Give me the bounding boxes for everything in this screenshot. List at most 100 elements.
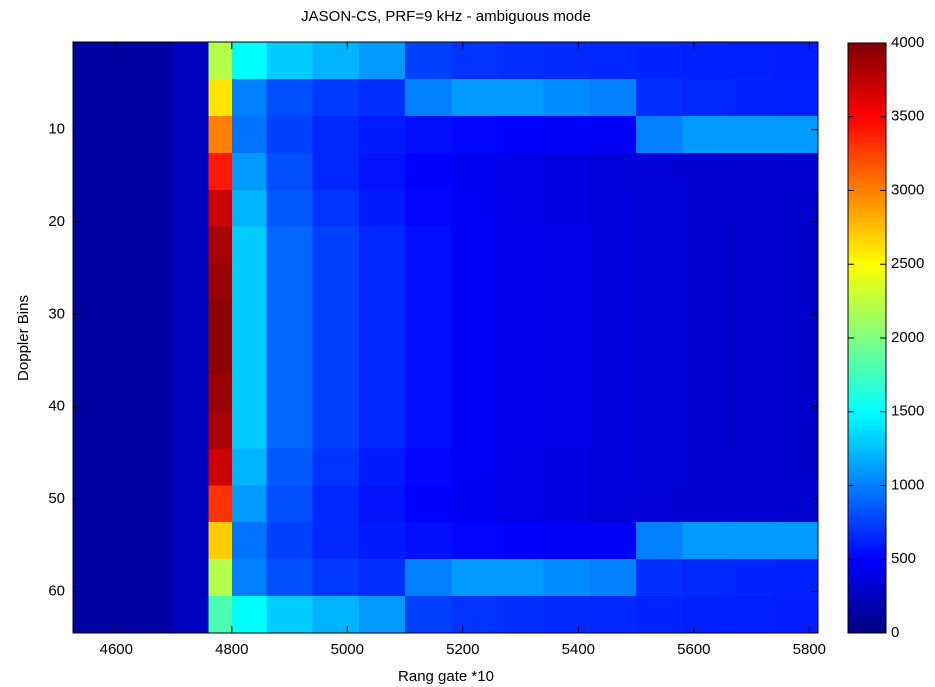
heat-cell (636, 115, 683, 154)
heat-cell (728, 337, 776, 375)
heat-cell (636, 522, 683, 560)
heat-cell (358, 263, 406, 302)
heat-cell (589, 522, 637, 560)
x-axis-label: Rang gate *10 (398, 668, 494, 685)
heat-cell (231, 337, 267, 375)
heat-cell (231, 522, 267, 560)
heat-cell (774, 263, 819, 302)
heat-cell (266, 522, 314, 560)
heat-cell (405, 78, 452, 117)
heat-cell (266, 596, 314, 634)
heat-cell (266, 226, 314, 265)
heat-cell (682, 559, 729, 597)
colorbar-tick-label: 4000 (891, 34, 924, 51)
heat-cell (73, 337, 175, 375)
heat-cell (497, 485, 545, 523)
heat-cell (728, 226, 776, 265)
heat-cell (312, 115, 360, 154)
y-axis-label: Doppler Bins (15, 295, 32, 381)
heat-cell (208, 152, 233, 191)
heat-cell (497, 78, 545, 117)
heat-cell (451, 263, 498, 302)
y-tick-label: 40 (48, 398, 65, 415)
heat-cell (682, 522, 729, 560)
heat-cell (266, 115, 314, 154)
heat-cell (682, 596, 729, 634)
heat-cell (266, 559, 314, 597)
heat-cell (405, 559, 452, 597)
heat-cell (451, 485, 498, 523)
heat-cell (174, 152, 210, 191)
heat-cell (497, 189, 545, 228)
heat-cell (312, 374, 360, 412)
heat-cell (266, 300, 314, 338)
heat-cell (73, 596, 175, 634)
heat-cell (174, 78, 210, 117)
heat-cell (73, 374, 175, 412)
heat-cell (728, 522, 776, 560)
heat-cell (312, 189, 360, 228)
colorbar-tick-label: 500 (891, 550, 916, 567)
heat-cell (231, 152, 267, 191)
heat-cell (728, 300, 776, 338)
heat-cell (774, 42, 819, 80)
colorbar-tick-label: 3000 (891, 181, 924, 198)
heat-cell (682, 78, 729, 117)
heat-cell (266, 78, 314, 117)
heat-cell (497, 522, 545, 560)
heat-cell (589, 115, 637, 154)
heat-cell (312, 448, 360, 486)
heat-cell (174, 300, 210, 338)
heat-cell (231, 485, 267, 523)
heat-cell (174, 226, 210, 265)
heat-cell (266, 337, 314, 375)
heat-cell (636, 448, 683, 486)
heat-cell (682, 485, 729, 523)
heat-cell (405, 337, 452, 375)
heat-cell (774, 152, 819, 191)
heat-cell (589, 559, 637, 597)
heat-cell (231, 374, 267, 412)
heat-cell (636, 263, 683, 302)
heat-cell (774, 226, 819, 265)
heat-cell (682, 226, 729, 265)
heat-cell (358, 522, 406, 560)
heat-cell (728, 596, 776, 634)
heat-cell (358, 559, 406, 597)
heat-cell (543, 152, 591, 191)
heat-cell (589, 337, 637, 375)
heat-cell (231, 559, 267, 597)
heat-cell (774, 300, 819, 338)
heat-cell (497, 263, 545, 302)
heat-cell (728, 559, 776, 597)
heat-cell (451, 78, 498, 117)
heat-cell (451, 559, 498, 597)
heat-cell (73, 115, 175, 154)
heat-cell (358, 42, 406, 80)
plot-frame (72, 41, 819, 634)
heat-cell (73, 263, 175, 302)
heat-cell (497, 152, 545, 191)
y-tick-label: 10 (48, 121, 65, 138)
heat-cell (543, 78, 591, 117)
heat-cell (728, 78, 776, 117)
heat-cell (636, 374, 683, 412)
heat-cell (774, 448, 819, 486)
heat-cell (405, 411, 452, 449)
heat-cell (636, 411, 683, 449)
heat-cell (405, 115, 452, 154)
heat-cell (358, 152, 406, 191)
heat-cell (451, 448, 498, 486)
heat-cell (312, 152, 360, 191)
heat-cell (543, 300, 591, 338)
heat-cell (208, 78, 233, 117)
heat-cell (312, 596, 360, 634)
heat-cell (208, 559, 233, 597)
heat-cell (451, 152, 498, 191)
heat-cell (774, 485, 819, 523)
colorbar-tick-label: 1500 (891, 403, 924, 420)
heat-cell (497, 115, 545, 154)
heat-cell (405, 152, 452, 191)
